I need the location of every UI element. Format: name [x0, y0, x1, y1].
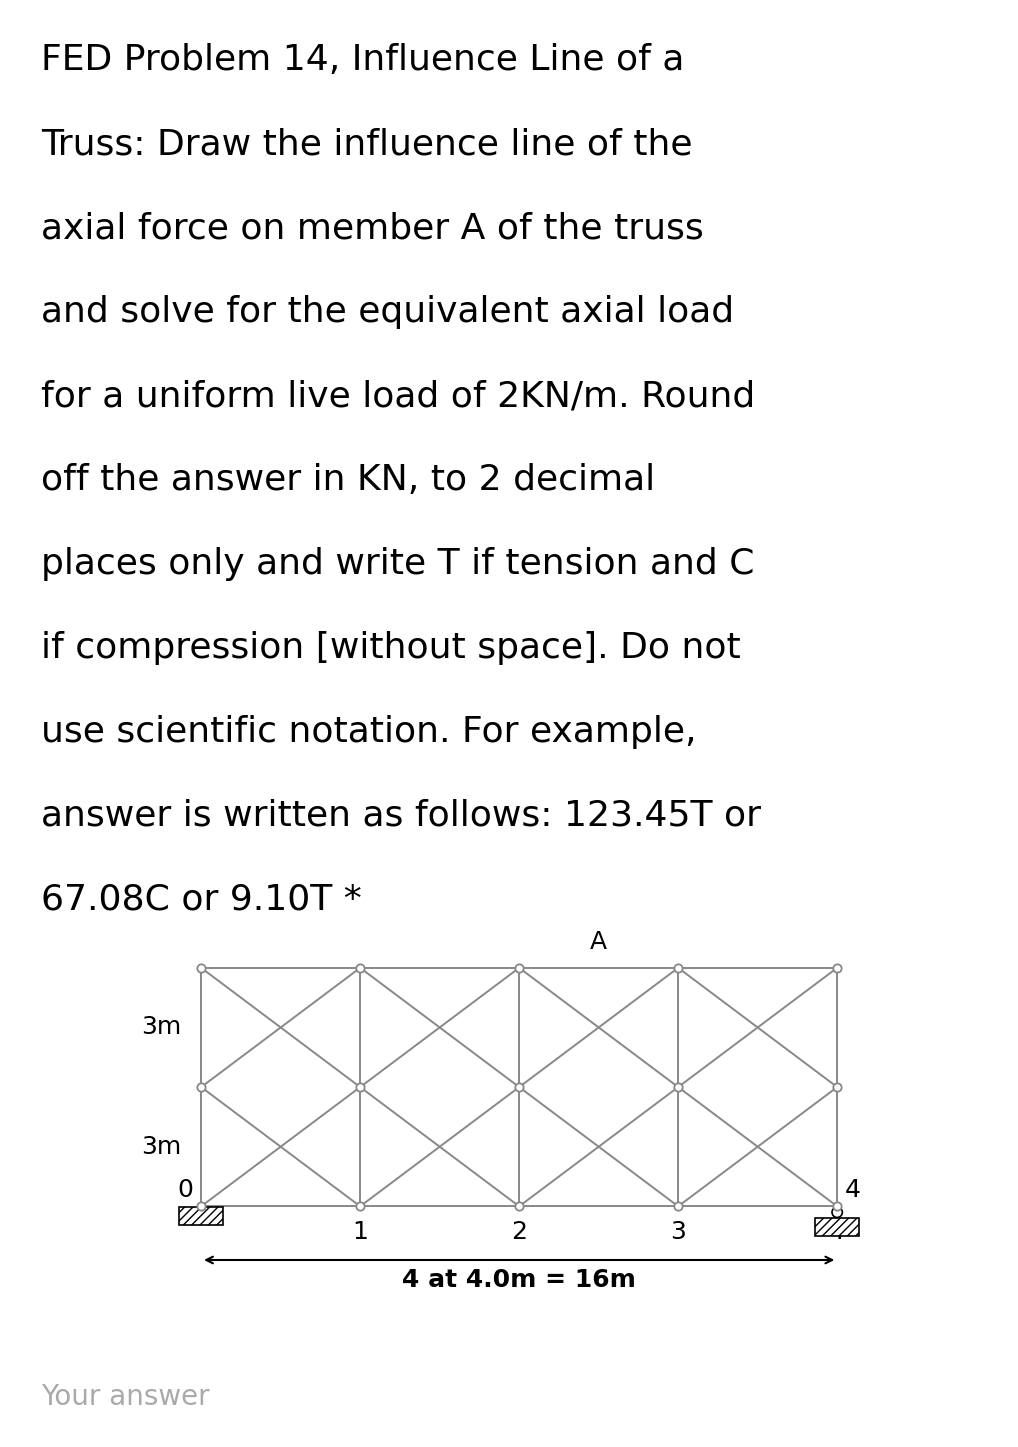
Text: 3m: 3m — [142, 1134, 181, 1159]
Text: 67.08C or 9.10T *: 67.08C or 9.10T * — [41, 883, 361, 916]
Text: and solve for the equivalent axial load: and solve for the equivalent axial load — [41, 295, 734, 328]
Text: Your answer: Your answer — [41, 1383, 210, 1411]
Text: FED Problem 14, Influence Line of a: FED Problem 14, Influence Line of a — [41, 43, 684, 77]
Text: 1: 1 — [352, 1220, 369, 1244]
Text: for a uniform live load of 2KN/m. Round: for a uniform live load of 2KN/m. Round — [41, 379, 755, 412]
Text: 3: 3 — [670, 1220, 686, 1244]
Text: use scientific notation. For example,: use scientific notation. For example, — [41, 715, 696, 748]
Text: Truss: Draw the influence line of the: Truss: Draw the influence line of the — [41, 127, 692, 161]
Text: 0: 0 — [177, 1178, 193, 1202]
Text: off the answer in KN, to 2 decimal: off the answer in KN, to 2 decimal — [41, 463, 655, 496]
Text: axial force on member A of the truss: axial force on member A of the truss — [41, 211, 703, 245]
Text: A: A — [590, 930, 608, 954]
Bar — [179, 1207, 223, 1226]
Text: 4 at 4.0m = 16m: 4 at 4.0m = 16m — [402, 1268, 636, 1292]
Circle shape — [832, 1207, 842, 1217]
Text: if compression [without space]. Do not: if compression [without space]. Do not — [41, 631, 740, 664]
Text: 4: 4 — [845, 1178, 861, 1202]
Text: places only and write T if tension and C: places only and write T if tension and C — [41, 547, 754, 580]
Text: answer is written as follows: 123.45T or: answer is written as follows: 123.45T or — [41, 799, 760, 832]
Text: 3m: 3m — [142, 1016, 181, 1039]
Text: 2: 2 — [511, 1220, 527, 1244]
Text: 4: 4 — [830, 1220, 845, 1244]
Bar — [815, 1218, 859, 1236]
